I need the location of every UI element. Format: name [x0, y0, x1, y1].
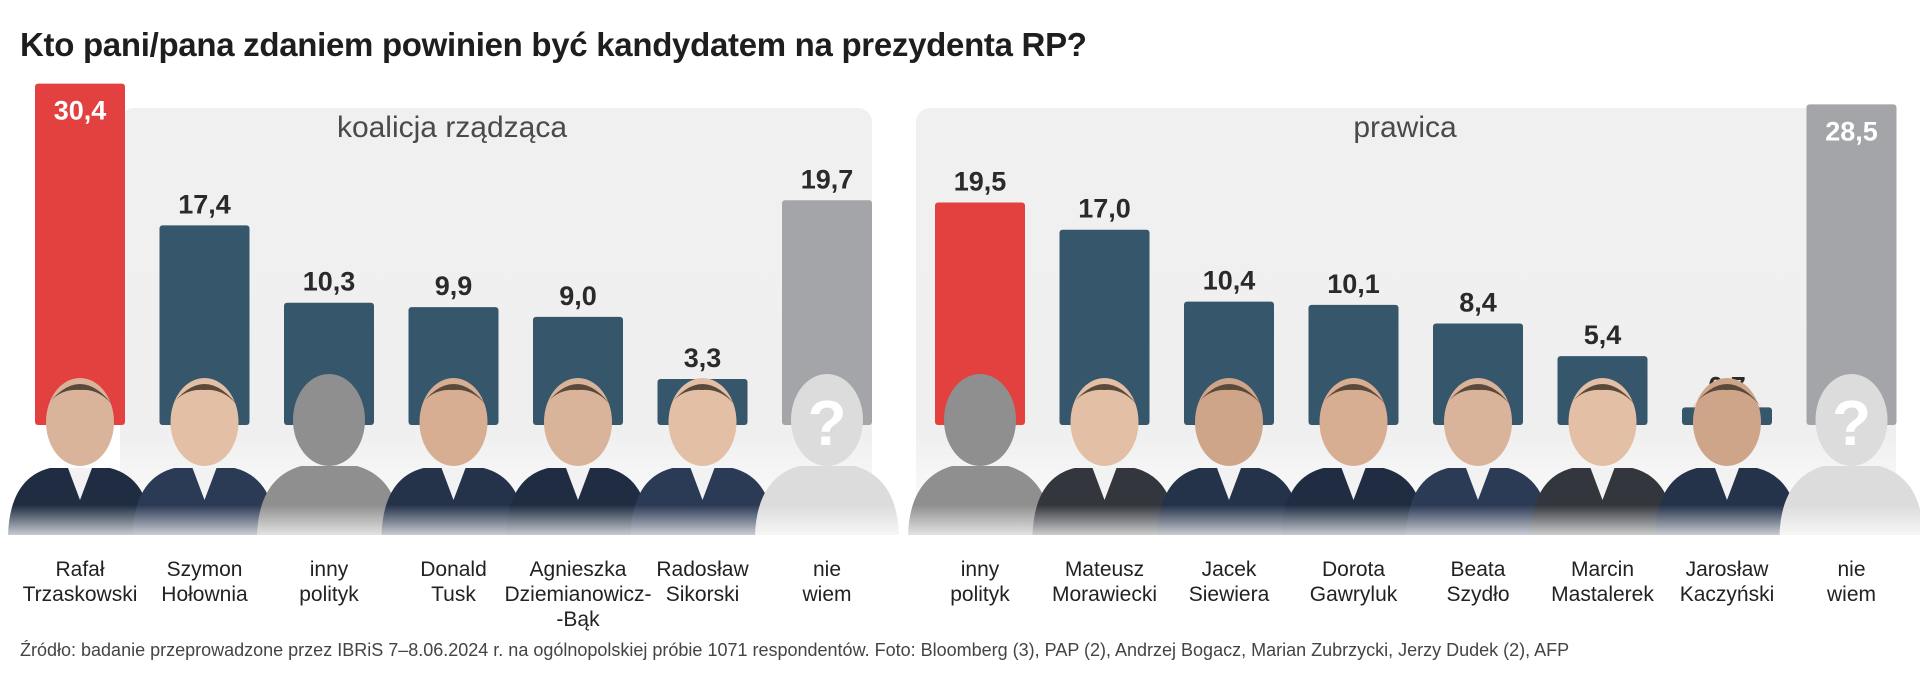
hair [1318, 384, 1389, 408]
silhouette-head [1815, 374, 1888, 466]
hair [667, 384, 738, 408]
shirt-collar [1466, 468, 1490, 500]
hair [169, 384, 240, 408]
candidate-name: inny polityk [950, 558, 1010, 606]
head [170, 378, 239, 466]
head [1319, 378, 1388, 466]
candidate-name: Rafał Trzaskowski [23, 558, 138, 606]
value-label: 8,4 [1459, 287, 1497, 317]
shirt-collar [1092, 468, 1117, 500]
value-label: 5,4 [1584, 320, 1622, 350]
panel-title: prawica [1353, 111, 1457, 144]
question-mark-icon: ? [807, 387, 846, 459]
panel-title: koalicja rządząca [337, 111, 567, 144]
photo-fade [0, 505, 1920, 545]
shirt-collar [68, 468, 92, 500]
value-label: 9,9 [435, 271, 473, 301]
panel-background [916, 108, 1896, 538]
head [1195, 378, 1263, 466]
hair [1692, 384, 1762, 408]
candidate-name: nie wiem [801, 558, 851, 606]
head [1693, 378, 1761, 466]
shirt-collar [192, 468, 217, 500]
silhouette-head [791, 374, 863, 466]
bar-chart: koalicja rządząca 30,4 Rafał Trzaskowski 17,… [0, 83, 1920, 631]
value-label: 30,4 [54, 96, 107, 126]
candidate-name: Jacek Siewiera [1189, 558, 1270, 606]
value-label: 9,0 [559, 281, 597, 311]
hair [418, 384, 489, 408]
candidate-name: Mateusz Morawiecki [1052, 558, 1157, 606]
head [544, 378, 612, 466]
head [419, 378, 488, 466]
candidate-name: inny polityk [299, 558, 359, 606]
candidate-name: Dorota Gawryluk [1310, 558, 1398, 606]
value-label: 10,3 [303, 267, 356, 297]
candidate-name: Jarosław Kaczyński [1680, 558, 1775, 606]
candidate-name: Agnieszka Dziemianowicz--Bąk [504, 558, 651, 631]
candidate-name: Radosław Sikorski [656, 558, 749, 606]
candidate-name: nie wiem [1826, 558, 1876, 606]
value-label: 19,7 [801, 164, 854, 194]
bar [1059, 229, 1150, 425]
value-label: 3,3 [684, 343, 722, 373]
shirt-collar [690, 468, 715, 500]
bar [35, 83, 125, 425]
shirt-collar [1590, 468, 1615, 500]
head [668, 378, 737, 466]
shirt-collar [1341, 468, 1366, 500]
hair [543, 384, 613, 408]
candidate-name: Szymon Hołownia [161, 558, 248, 606]
shirt-collar [1217, 468, 1241, 500]
shirt-collar [1715, 468, 1739, 500]
source-note: Źródło: badanie przeprowadzone przez IBR… [20, 640, 1570, 660]
hair [1443, 384, 1513, 408]
chart-title: Kto pani/pana zdaniem powinien być kandy… [20, 26, 1087, 63]
value-label: 10,1 [1327, 269, 1380, 299]
head [1444, 378, 1512, 466]
candidate-name: Donald Tusk [420, 558, 487, 606]
candidate-name: Marcin Mastalerek [1551, 558, 1654, 606]
bar [782, 200, 872, 425]
head [1070, 378, 1139, 466]
head [46, 378, 114, 466]
head [1568, 378, 1637, 466]
bar [159, 225, 250, 425]
hair [1194, 384, 1264, 408]
value-label: 28,5 [1825, 116, 1878, 146]
hair [45, 384, 115, 408]
value-label: 17,4 [178, 189, 231, 219]
value-label: 10,4 [1203, 266, 1256, 296]
hair [1069, 384, 1140, 408]
silhouette-head [293, 374, 365, 466]
bar [1806, 104, 1897, 425]
value-label: 19,5 [954, 166, 1007, 196]
candidate-name: Beata Szydło [1446, 558, 1509, 606]
question-mark-icon: ? [1832, 387, 1871, 459]
hair [1567, 384, 1638, 408]
shirt-collar [566, 468, 590, 500]
bar [935, 202, 1025, 425]
value-label: 17,0 [1078, 194, 1131, 224]
silhouette-head [944, 374, 1016, 466]
shirt-collar [441, 468, 466, 500]
